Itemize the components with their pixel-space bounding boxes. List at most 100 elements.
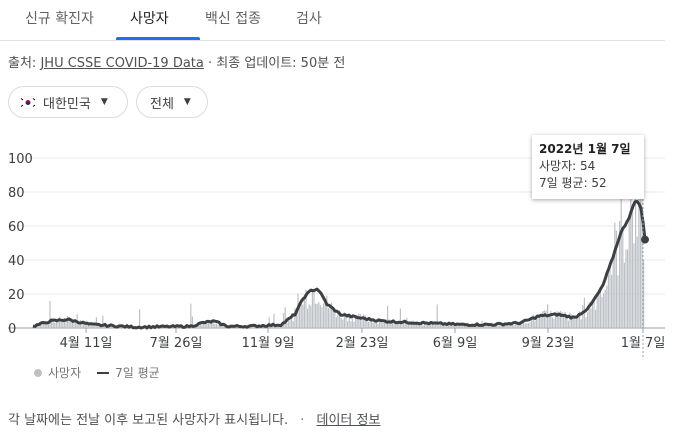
x-tick-label: 4월 11일 [60,336,113,351]
daily-death-bar [582,305,584,328]
tab-vaccination[interactable]: 백신 접종 [205,11,261,27]
daily-death-bar [641,188,643,328]
daily-death-bar [639,193,641,328]
tooltip-deaths: 사망자: 54 [539,159,596,173]
daily-death-bar [531,317,533,328]
daily-death-bar [340,318,342,328]
daily-death-bar [121,327,123,328]
daily-death-bar [284,307,286,328]
data-info-link[interactable]: 데이터 정보 [316,413,381,428]
daily-death-bar [307,308,309,328]
daily-death-bar [529,322,531,328]
daily-death-bar [215,323,217,328]
daily-death-bar [87,323,89,328]
daily-death-bar [599,288,601,328]
daily-death-bar [455,324,457,328]
daily-death-bar [588,302,590,328]
daily-death-bar [75,322,77,328]
daily-death-bar [209,321,211,328]
daily-death-bar [633,243,635,328]
daily-death-bar [398,322,400,328]
tab-tests[interactable]: 검사 [296,11,322,27]
daily-death-bar [364,315,366,328]
active-tab-indicator [116,37,200,40]
daily-death-bar [395,321,397,328]
footnote-separator: · [300,413,305,428]
daily-death-bar [593,300,595,328]
daily-death-bar [83,323,85,328]
daily-death-bar [572,316,574,328]
footnote: 각 날짜에는 전날 이후 보고된 사망자가 표시됩니다. · 데이터 정보 [8,409,380,428]
legend-deaths: 사망자 [48,366,82,380]
x-tick-label: 11월 9일 [242,336,295,351]
daily-death-bar [99,325,101,328]
daily-death-bar [291,313,293,328]
daily-death-bar [283,313,285,328]
daily-death-bar [382,322,384,328]
daily-death-bar [273,313,275,328]
daily-death-bar [62,321,64,328]
daily-death-bar [355,317,357,328]
daily-death-bar [564,312,566,328]
daily-death-bar [313,288,315,328]
daily-death-bar [643,260,645,328]
daily-death-bar [190,303,192,328]
daily-death-bar [353,321,355,328]
y-tick-label: 80 [8,186,25,201]
tab-bar: 신규 확진자 사망자 백신 접종 검사 [0,0,665,41]
daily-death-bar [587,312,589,328]
daily-death-bar [542,311,544,328]
daily-death-bar [465,325,467,328]
tab-deaths[interactable]: 사망자 [130,11,169,27]
daily-death-bar [417,323,419,328]
daily-death-bar [214,323,216,328]
daily-death-bar [334,310,336,328]
daily-death-bar [556,311,558,328]
daily-death-bar [534,320,536,328]
daily-death-bar [579,311,581,328]
daily-death-bar [451,323,453,328]
daily-death-bar [55,320,57,328]
daily-death-bar [630,154,632,328]
daily-death-bar [323,303,325,328]
daily-death-bar [299,303,301,328]
daily-death-bar [361,319,363,328]
chart-tooltip: 2022년 1월 7일 사망자: 54 7일 평균: 52 [532,135,644,199]
scope-dropdown[interactable]: 전체 ▼ [136,86,208,118]
daily-death-bar [102,315,104,328]
y-tick-label: 60 [8,220,25,235]
daily-death-bar [577,315,579,328]
daily-death-bar [447,324,449,328]
daily-death-bar [207,322,209,328]
daily-death-bar [548,314,550,328]
source-link[interactable]: JHU CSSE COVID-19 Data [40,56,204,71]
country-dropdown[interactable]: 대한민국 ▼ [8,86,128,118]
daily-death-bar [401,320,403,328]
y-tick-label: 20 [8,288,25,303]
daily-death-bar [350,321,352,328]
daily-death-bar [591,299,593,328]
daily-death-bar [324,302,326,328]
daily-death-bar [223,325,225,328]
daily-death-bar [295,307,297,328]
daily-death-bar [435,322,437,328]
daily-death-bar [603,293,605,328]
daily-death-bar [220,325,222,328]
daily-death-bar [567,320,569,328]
chevron-down-icon: ▼ [183,97,191,107]
daily-death-bar [419,323,421,328]
daily-death-bar [422,325,424,328]
daily-death-bar [52,321,54,328]
daily-death-bar [388,319,390,328]
daily-death-bar [399,308,401,328]
tab-new-cases[interactable]: 신규 확진자 [25,11,94,27]
daily-death-bar [44,322,46,328]
daily-death-bar [523,319,525,328]
source-prefix: 출처: [8,56,37,71]
daily-death-bar [92,323,94,328]
daily-death-bar [590,308,592,328]
daily-death-bar [585,317,587,328]
daily-death-bar [532,314,534,328]
daily-death-bar [54,322,56,328]
